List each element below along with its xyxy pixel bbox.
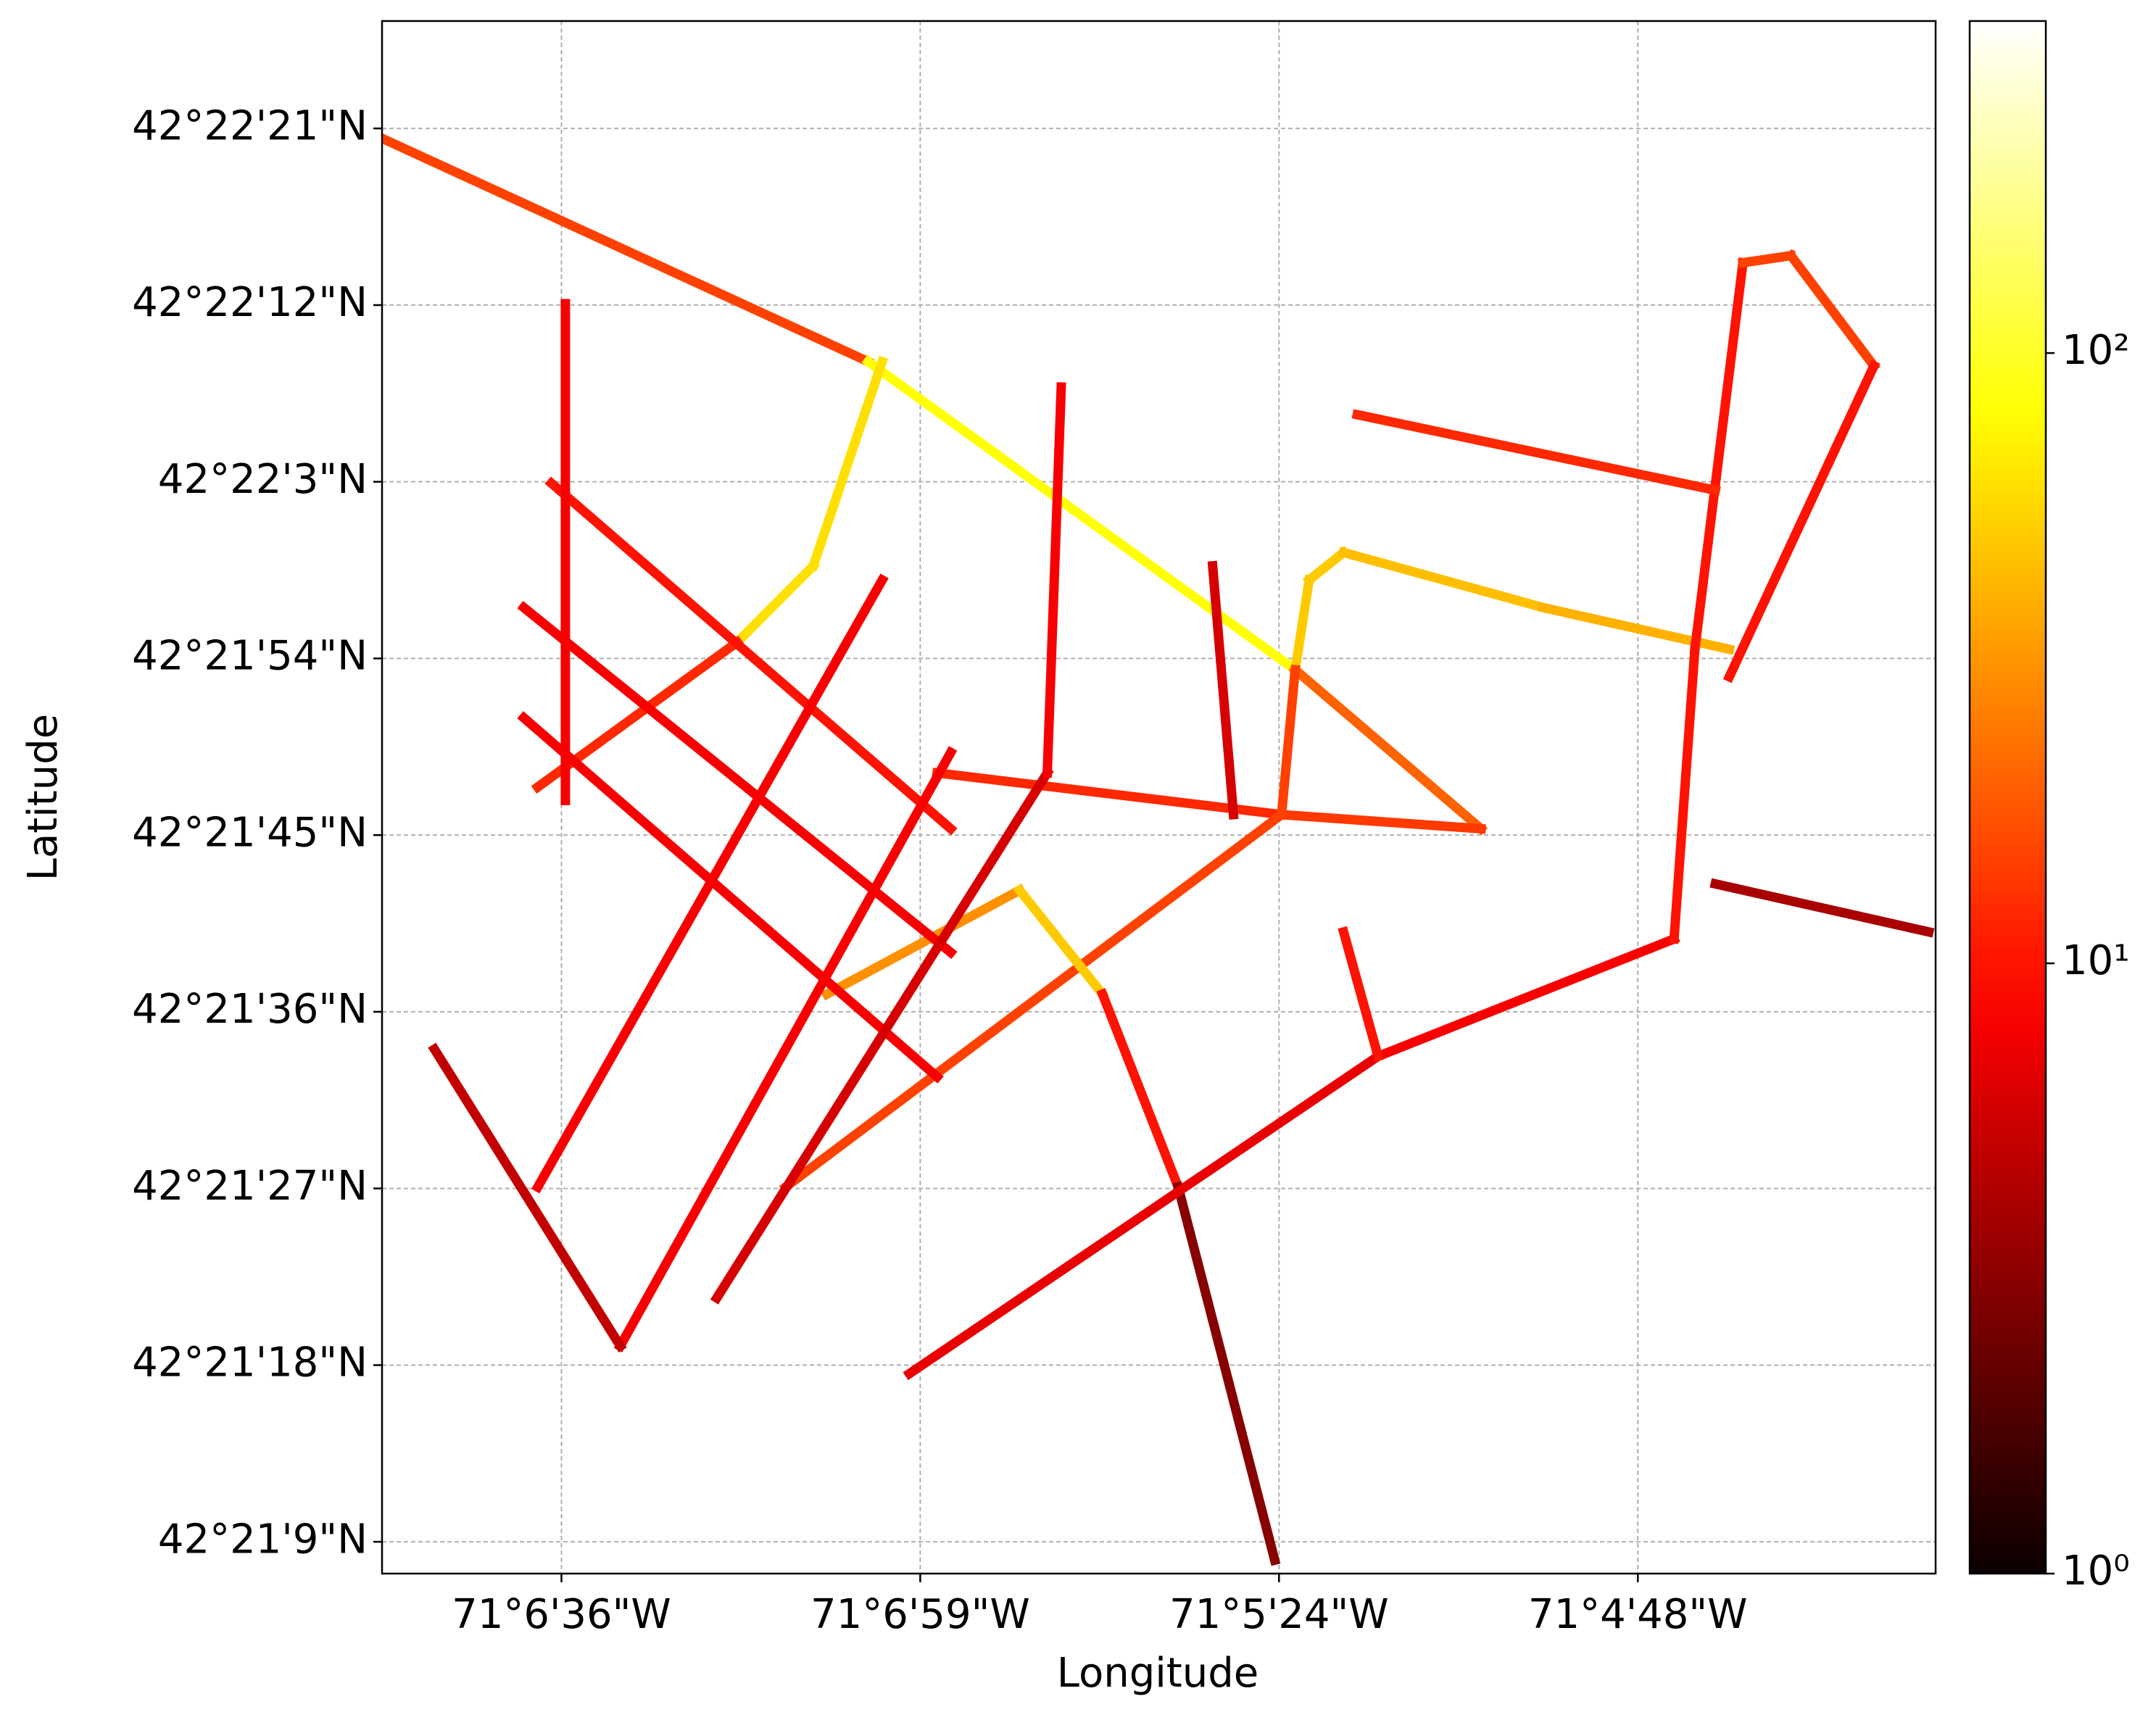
heat-cells xyxy=(1013,884,1109,1001)
heat-cells xyxy=(1338,926,1384,1063)
heat-cells xyxy=(779,807,1288,1194)
heat-cells xyxy=(1669,644,1700,944)
x-tick-label: 71°5'24"W xyxy=(1169,1591,1389,1638)
heat-cells xyxy=(932,768,1287,820)
heat-cells xyxy=(1338,547,1549,614)
y-tick-label: 42°22'3"N xyxy=(158,456,368,503)
y-axis-label: Latitude xyxy=(20,714,67,881)
heat-cells xyxy=(903,1050,1385,1381)
heat-cells xyxy=(1172,1181,1281,1566)
heat-cells xyxy=(710,766,1054,1305)
y-tick-label: 42°21'36"N xyxy=(132,986,368,1033)
colorbar xyxy=(1968,20,2047,1575)
y-tick-label: 42°22'12"N xyxy=(132,279,368,326)
heat-cells xyxy=(820,884,1027,1001)
heat-cells xyxy=(861,354,1302,677)
heat-cells xyxy=(1096,988,1185,1194)
heat-cells xyxy=(1290,574,1315,676)
heat-cells xyxy=(1372,933,1680,1063)
y-tick-label: 42°21'54"N xyxy=(132,633,368,680)
heat-cells xyxy=(1784,249,1881,373)
heat-cells xyxy=(1042,382,1066,778)
x-tick-label: 71°4'48"W xyxy=(1528,1591,1748,1638)
heat-cells xyxy=(1722,360,1881,684)
heat-cells xyxy=(382,133,875,368)
heat-cells xyxy=(544,476,958,836)
heat-cells xyxy=(613,746,958,1353)
y-tick-label: 42°22'21"N xyxy=(132,102,368,149)
colorbar-tick-label: 10² xyxy=(2062,327,2130,374)
x-tick-label: 71°6'59"W xyxy=(810,1591,1030,1638)
heat-cells xyxy=(531,573,889,1194)
heat-cells xyxy=(1351,409,1721,497)
x-tick-label: 71°6'36"W xyxy=(452,1591,671,1638)
heat-cells xyxy=(1276,664,1301,820)
heat-cells xyxy=(1737,250,1796,268)
colorbar-tick-label: 10⁰ xyxy=(2062,1547,2130,1595)
y-tick-label: 42°21'9"N xyxy=(158,1516,368,1563)
x-axis-label: Longitude xyxy=(1057,1650,1259,1697)
heat-cells xyxy=(428,1042,627,1353)
heatmap xyxy=(382,133,1935,1566)
colorbar-tick-label: 10¹ xyxy=(2062,937,2130,984)
plot-frame xyxy=(381,20,1937,1575)
heat-cells xyxy=(1689,257,1749,655)
heat-cells xyxy=(807,355,889,572)
heat-cells xyxy=(1288,662,1488,836)
y-tick-label: 42°21'45"N xyxy=(132,809,368,856)
heat-cells xyxy=(1276,809,1486,834)
heat-cells xyxy=(1302,546,1351,587)
heat-cells xyxy=(517,601,958,960)
y-tick-label: 42°21'27"N xyxy=(132,1163,368,1210)
heat-cells xyxy=(517,711,944,1084)
heat-cells xyxy=(1207,560,1239,820)
heat-cells xyxy=(730,559,821,649)
y-tick-label: 42°21'18"N xyxy=(132,1339,368,1387)
heat-cells xyxy=(1709,878,1935,938)
